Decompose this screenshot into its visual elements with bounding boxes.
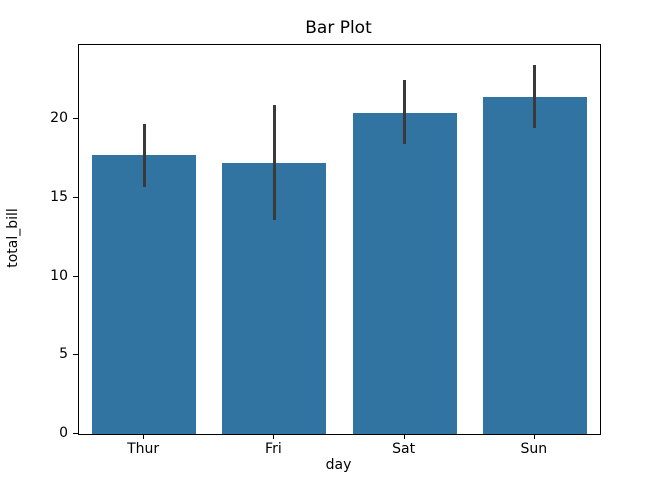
- plot-area: [78, 44, 601, 435]
- x-tick-label-sat: Sat: [392, 441, 416, 457]
- y-tick-label-10: 10: [50, 267, 68, 284]
- bar-sun: [482, 96, 587, 434]
- y-tick-mark-0: [73, 433, 78, 434]
- y-tick-mark-10: [73, 275, 78, 277]
- bar-sat: [352, 112, 457, 434]
- bar-thur: [92, 155, 197, 434]
- x-axis-label: day: [325, 457, 352, 473]
- y-tick-label-0: 0: [59, 425, 68, 441]
- y-tick-label-15: 15: [50, 188, 68, 205]
- error-bar-sun: [533, 65, 537, 129]
- error-bar-fri: [272, 104, 276, 220]
- x-tick-mark-fri: [273, 434, 275, 439]
- y-tick-mark-5: [73, 354, 78, 356]
- y-tick-label-5: 5: [59, 346, 68, 363]
- y-axis-label: total_bill: [5, 208, 21, 268]
- y-tick-mark-20: [73, 118, 78, 120]
- x-tick-mark-thur: [143, 434, 145, 439]
- error-bar-thur: [142, 123, 146, 187]
- x-tick-label-sun: Sun: [520, 441, 548, 457]
- error-bar-sat: [403, 79, 407, 145]
- x-tick-label-thur: Thur: [127, 441, 160, 457]
- x-tick-mark-sat: [403, 434, 405, 439]
- x-tick-label-fri: Fri: [265, 441, 282, 457]
- chart-title: Bar Plot: [305, 18, 372, 38]
- x-tick-mark-sun: [533, 434, 535, 439]
- y-tick-label-20: 20: [50, 110, 68, 127]
- y-tick-mark-15: [73, 196, 78, 198]
